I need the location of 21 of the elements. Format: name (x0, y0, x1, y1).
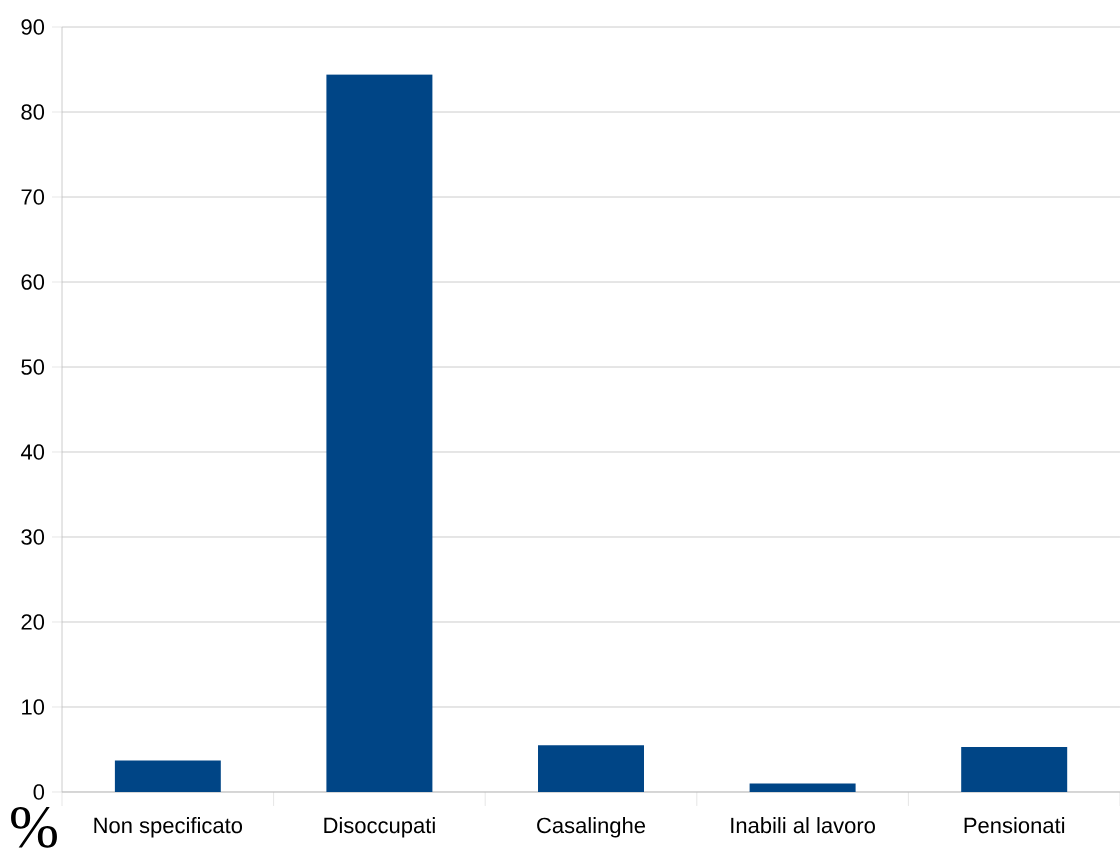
y-tick-label: 90 (21, 19, 45, 35)
x-tick-label: Inabili al lavoro (731, 817, 875, 834)
bar (749, 783, 856, 792)
bar (961, 746, 1068, 792)
x-tick-label: Pensionati (964, 817, 1065, 834)
y-tick-label: 70 (21, 189, 45, 205)
y-tick-label: 50 (21, 359, 45, 375)
x-tick-label: Non specificato (94, 817, 243, 838)
y-tick-label: 30 (21, 529, 45, 545)
bar (538, 745, 644, 792)
x-tick-label: Disoccupati (324, 817, 435, 838)
x-tick-label: Casalinghe (537, 817, 646, 838)
y-tick-label: 0 (33, 784, 45, 800)
bar (114, 760, 221, 792)
bar (326, 74, 433, 792)
y-tick-label: 40 (20, 444, 45, 460)
y-tick-label: 60 (21, 274, 45, 290)
y-tick-label: 80 (21, 104, 45, 120)
y-axis-title: % (11, 807, 57, 848)
y-tick-label: 10 (22, 699, 45, 715)
y-tick-label: 20 (21, 614, 45, 630)
